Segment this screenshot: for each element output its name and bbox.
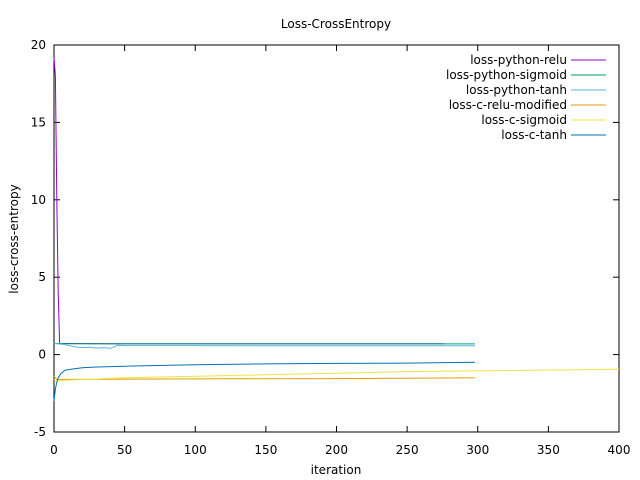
x-tick-label: 350: [537, 443, 560, 457]
y-tick-label: 10: [31, 193, 46, 207]
y-tick-label: 0: [38, 348, 46, 362]
legend-label: loss-c-tanh: [501, 128, 567, 142]
series-line-loss-c-sigmoid: [53, 368, 620, 382]
x-tick-label: 0: [50, 443, 58, 457]
x-tick-label: 150: [254, 443, 277, 457]
legend-label: loss-c-relu-modified: [449, 98, 567, 112]
y-tick-label: -5: [34, 425, 46, 439]
series-line-loss-python-relu: [53, 57, 444, 345]
legend-label: loss-c-sigmoid: [481, 113, 567, 127]
axis-ticks: 0 50 100 150 200 250 300 350 400 -5 0 5 10 15 20: [31, 38, 631, 457]
legend-label: loss-python-sigmoid: [446, 68, 567, 82]
y-tick-label: 5: [38, 270, 46, 284]
series-lines: [53, 57, 620, 402]
legend: loss-python-reluloss-python-sigmoidloss-…: [446, 53, 606, 142]
x-tick-label: 50: [117, 443, 132, 457]
y-tick-label: 15: [31, 115, 46, 129]
x-tick-label: 200: [325, 443, 348, 457]
y-axis-label: loss-cross-entropy: [7, 184, 21, 293]
series-line-loss-c-tanh: [53, 361, 475, 402]
chart-title: Loss-CrossEntropy: [281, 17, 391, 31]
y-tick-label: 20: [31, 38, 46, 52]
x-tick-label: 100: [184, 443, 207, 457]
x-tick-label: 250: [396, 443, 419, 457]
series-line-loss-c-relu-modified: [53, 375, 475, 380]
series-line-loss-python-tanh: [53, 343, 475, 349]
x-tick-label: 400: [608, 443, 631, 457]
x-tick-label: 300: [466, 443, 489, 457]
x-axis-label: iteration: [311, 463, 362, 477]
legend-label: loss-python-relu: [470, 53, 567, 67]
legend-label: loss-python-tanh: [466, 83, 567, 97]
